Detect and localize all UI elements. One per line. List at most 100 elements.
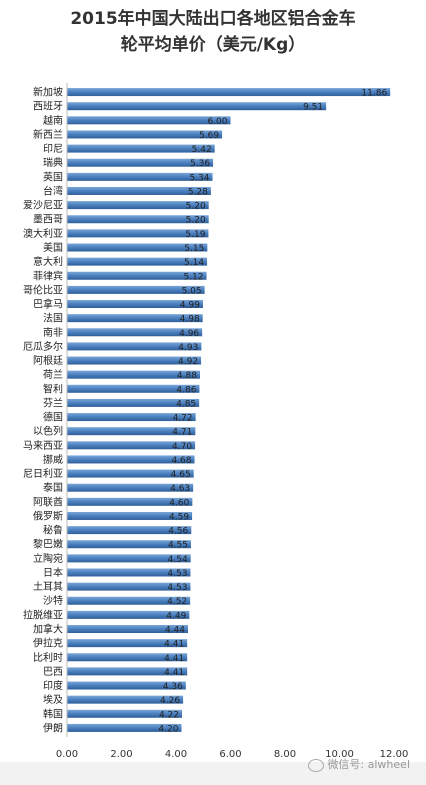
category-label: 法国 [43, 312, 63, 325]
category-label: 立陶宛 [33, 552, 63, 565]
value-label: 5.34 [189, 173, 209, 183]
bar [67, 300, 203, 309]
value-label: 5.05 [182, 286, 202, 296]
bar [67, 384, 200, 393]
bar [67, 625, 188, 634]
bar [67, 610, 190, 619]
bar [67, 328, 203, 337]
category-label: 伊拉克 [33, 637, 63, 650]
chart-title-line-2: 轮平均单价（美元/Kg） [120, 35, 306, 55]
bar [67, 639, 188, 648]
category-label: 西班牙 [33, 101, 63, 113]
watermark: 微信号: alwheel [308, 756, 410, 772]
value-label: 4.86 [176, 385, 196, 395]
category-label: 拉脱维亚 [23, 608, 63, 621]
bar [67, 511, 193, 520]
bars-group [67, 88, 391, 732]
value-label: 4.55 [168, 541, 188, 551]
value-label: 5.42 [192, 145, 212, 155]
value-label: 4.93 [178, 343, 198, 353]
category-label: 加拿大 [33, 623, 63, 636]
value-label: 5.36 [190, 159, 210, 169]
value-label: 4.65 [171, 470, 191, 480]
bar [67, 568, 191, 577]
x-tick-label: 2.00 [110, 749, 132, 760]
bar [67, 356, 202, 365]
bar [67, 342, 202, 351]
value-label: 4.70 [172, 442, 192, 452]
value-label: 5.20 [186, 202, 206, 212]
value-label: 4.36 [163, 682, 183, 692]
category-label: 阿根廷 [33, 354, 63, 367]
value-label: 4.49 [166, 611, 186, 621]
value-label: 4.41 [164, 640, 184, 650]
category-label: 英国 [43, 170, 63, 183]
category-label: 越南 [43, 114, 63, 127]
bar [67, 483, 194, 492]
category-label: 意大利 [33, 255, 63, 268]
category-label: 菲律宾 [33, 269, 63, 282]
category-label: 墨西哥 [33, 214, 63, 226]
value-label: 4.63 [170, 484, 190, 494]
value-label: 4.60 [169, 498, 189, 508]
chart-card [0, 0, 426, 762]
value-label: 5.28 [188, 187, 208, 197]
bar [67, 243, 208, 252]
value-label: 5.69 [199, 131, 219, 141]
x-tick-label: 0.00 [56, 749, 78, 760]
category-label: 智利 [43, 382, 63, 395]
bar [67, 526, 192, 535]
value-label: 4.71 [172, 428, 192, 438]
bar [67, 271, 207, 280]
bar [67, 469, 194, 478]
category-label: 俄罗斯 [33, 509, 63, 522]
category-label: 挪威 [43, 453, 63, 466]
bar [67, 497, 193, 506]
x-tick-label: 6.00 [219, 749, 241, 760]
category-label: 土耳其 [33, 580, 63, 593]
value-label: 4.99 [180, 301, 200, 311]
value-label: 4.53 [167, 583, 187, 593]
category-label: 澳大利亚 [23, 227, 63, 240]
bar [67, 398, 200, 407]
value-label: 11.86 [361, 89, 387, 99]
category-label: 尼日利亚 [23, 468, 63, 480]
value-label: 5.20 [186, 216, 206, 226]
value-label: 4.92 [178, 357, 198, 367]
category-label: 印尼 [43, 143, 63, 155]
category-label: 印度 [43, 679, 63, 692]
value-label: 4.96 [179, 329, 199, 339]
category-label: 荷兰 [43, 368, 63, 381]
category-label: 泰国 [43, 481, 63, 494]
bar [67, 413, 196, 422]
category-label: 埃及 [43, 693, 63, 706]
value-label: 4.68 [171, 456, 191, 466]
value-label: 4.44 [165, 626, 185, 636]
bar [67, 314, 203, 323]
value-label: 5.12 [183, 272, 203, 282]
category-label: 瑞典 [43, 156, 63, 169]
value-label: 4.26 [160, 696, 180, 706]
value-labels: 11.86 9.51 6.00 5.69 5.42 5.36 5.34 5.28 5.20 5.2… [158, 89, 387, 735]
bar [67, 285, 205, 294]
bar [67, 201, 209, 210]
bar [67, 88, 391, 97]
chart-title-line-1: 2015年中国大陆出口各地区铝合金车 [70, 9, 356, 29]
bar-chart: 新加坡西班牙越南新西兰印尼瑞典英国台湾爱沙尼亚墨西哥澳大利亚美国意大利菲律宾哥伦… [23, 83, 408, 760]
bar [67, 370, 200, 379]
category-label: 爱沙尼亚 [23, 199, 63, 212]
value-label: 6.00 [207, 117, 227, 127]
bar [67, 540, 191, 549]
bar [67, 215, 209, 224]
value-label: 4.98 [180, 315, 200, 325]
value-label: 5.15 [184, 244, 204, 254]
category-label: 南非 [43, 326, 63, 339]
category-label: 伊朗 [43, 722, 63, 734]
value-label: 4.88 [177, 371, 197, 381]
bar [67, 144, 215, 153]
bar [67, 158, 214, 167]
bar [67, 441, 196, 450]
value-label: 9.51 [303, 103, 323, 113]
x-axis-ticks: 0.00 2.00 4.00 6.00 8.00 10.00 12.00 [56, 749, 408, 760]
value-label: 4.54 [168, 555, 188, 565]
